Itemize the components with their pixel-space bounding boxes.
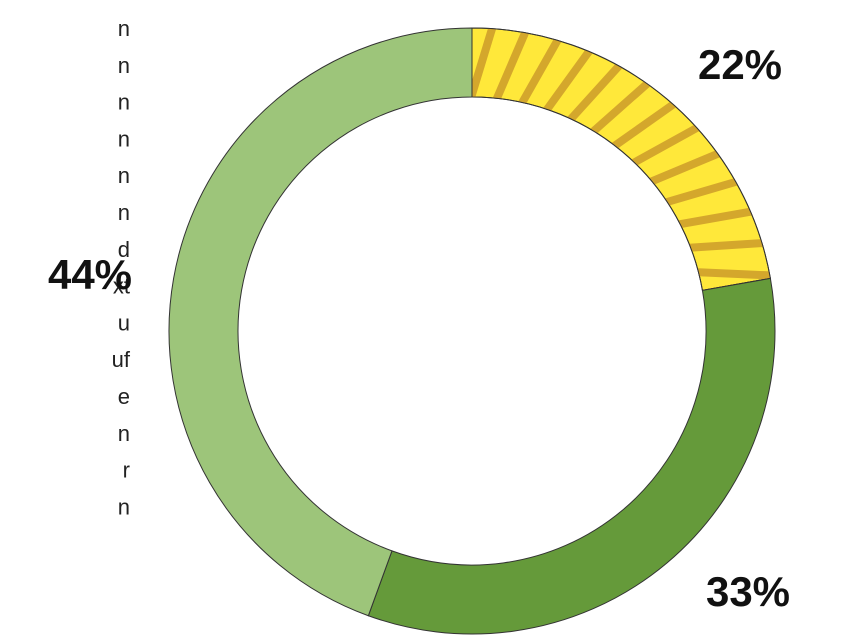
data-label: 22% bbox=[698, 41, 782, 88]
side-text: n bbox=[118, 163, 130, 188]
side-text: n bbox=[118, 16, 130, 41]
stripe bbox=[608, 98, 680, 152]
stripe bbox=[645, 148, 725, 188]
side-text: n bbox=[118, 126, 130, 151]
side-text: u bbox=[118, 310, 130, 335]
side-text: n bbox=[118, 90, 130, 115]
stripes bbox=[472, 28, 771, 280]
stripe bbox=[674, 206, 757, 230]
donut-slice bbox=[168, 27, 473, 617]
side-text: n bbox=[118, 421, 130, 446]
stripe bbox=[540, 44, 596, 116]
stripe bbox=[472, 28, 498, 104]
data-label: 33% bbox=[706, 568, 790, 615]
data-label: 44% bbox=[48, 251, 132, 298]
stripe bbox=[587, 77, 654, 138]
stripe bbox=[661, 176, 742, 208]
side-text: uf bbox=[112, 347, 131, 372]
stripe bbox=[516, 33, 564, 110]
side-text: d bbox=[118, 237, 130, 262]
donut-slice bbox=[367, 277, 776, 635]
side-text: r bbox=[123, 458, 130, 483]
stripe bbox=[627, 121, 704, 169]
side-text: n bbox=[118, 53, 130, 78]
side-text: n bbox=[118, 200, 130, 225]
side-text: e bbox=[118, 384, 130, 409]
side-text: xt bbox=[113, 274, 130, 299]
stripe bbox=[564, 59, 626, 126]
stripe bbox=[491, 28, 531, 105]
stripe bbox=[685, 238, 768, 253]
side-text: n bbox=[118, 494, 130, 519]
stripe bbox=[693, 267, 771, 280]
